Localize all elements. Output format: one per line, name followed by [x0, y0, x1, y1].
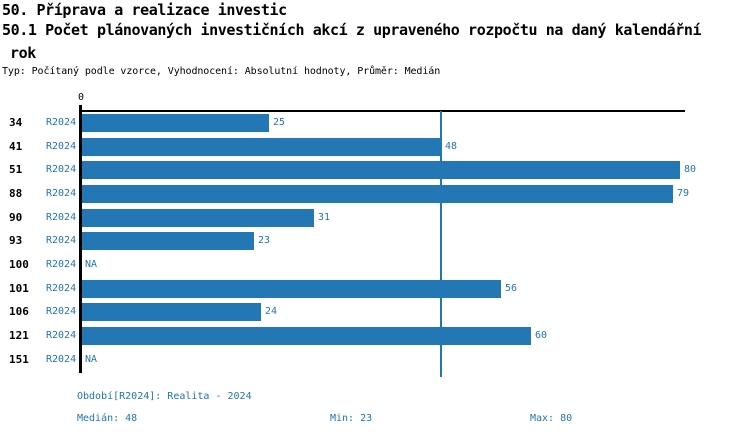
bar [82, 279, 501, 298]
value-label: 24 [265, 306, 278, 318]
chart-row: 93 R2024 23 [0, 229, 750, 253]
period-label: R2024 [46, 164, 77, 176]
value-label: 23 [258, 235, 271, 247]
bar [82, 208, 314, 227]
axis-zero-label: 0 [77, 92, 85, 103]
value-label: 79 [677, 187, 690, 199]
period-label: R2024 [46, 140, 77, 152]
period-label: R2024 [46, 117, 77, 128]
period-label: R2024 [46, 187, 77, 199]
y-axis-line [79, 105, 82, 373]
period-label: R2024 [46, 353, 77, 365]
chart-row: 51 R2024 80 [0, 158, 750, 182]
category-label: 90 [9, 210, 23, 224]
category-label: 100 [9, 257, 29, 271]
chart-row: 121 R2024 60 [0, 324, 750, 348]
bar [82, 114, 269, 132]
indicator-meta: Typ: Počítaný podle vzorce, Vyhodnocení:… [2, 66, 441, 77]
period-label: R2024 [46, 282, 77, 294]
bar [82, 232, 254, 251]
category-label: 51 [9, 163, 23, 177]
bar [82, 184, 673, 203]
category-label: 34 [9, 116, 23, 129]
period-label: R2024 [46, 329, 77, 341]
indicator-title-line1: 50.1 Počet plánovaných investičních akcí… [2, 21, 702, 39]
median-line [440, 111, 442, 377]
footer-max: Max: 80 [530, 413, 573, 424]
chart-row: 101 R2024 56 [0, 277, 750, 301]
chart-row: 151 R2024 NA [0, 348, 750, 372]
category-label: 88 [9, 186, 23, 200]
footer-median: Medián: 48 [77, 413, 138, 424]
value-label: 56 [505, 282, 518, 294]
period-label: R2024 [46, 306, 77, 318]
chart-row: 41 R2024 48 [0, 135, 750, 159]
period-label: R2024 [46, 258, 77, 270]
category-label: 93 [9, 234, 23, 248]
period-label: R2024 [46, 235, 77, 247]
chart-row: 90 R2024 31 [0, 206, 750, 230]
chart-row: 34 R2024 25 [0, 111, 750, 135]
value-label: 31 [318, 211, 331, 223]
page-title: 50. Příprava a realizace investic [2, 1, 287, 19]
footer-period-info: Období[R2024]: Realita - 2024 [77, 391, 252, 402]
category-label: 151 [9, 352, 29, 366]
period-label: R2024 [46, 211, 77, 223]
footer-min: Min: 23 [330, 413, 373, 424]
indicator-title-line2: rok [10, 44, 36, 62]
value-label: 48 [445, 140, 458, 152]
value-label: NA [85, 258, 98, 270]
bar [82, 161, 680, 180]
category-label: 121 [9, 328, 29, 342]
bar [82, 137, 441, 156]
value-label: 80 [684, 164, 697, 176]
x-axis-line [79, 110, 685, 112]
chart-row: 100 R2024 NA [0, 253, 750, 277]
category-label: 41 [9, 139, 23, 153]
value-label: 60 [535, 329, 548, 341]
value-label: NA [85, 353, 98, 365]
category-label: 101 [9, 281, 29, 295]
bar [82, 303, 262, 322]
chart-row: 88 R2024 79 [0, 182, 750, 206]
bar [82, 326, 531, 345]
value-label: 25 [273, 117, 286, 128]
category-label: 106 [9, 305, 29, 319]
chart-row: 106 R2024 24 [0, 300, 750, 324]
